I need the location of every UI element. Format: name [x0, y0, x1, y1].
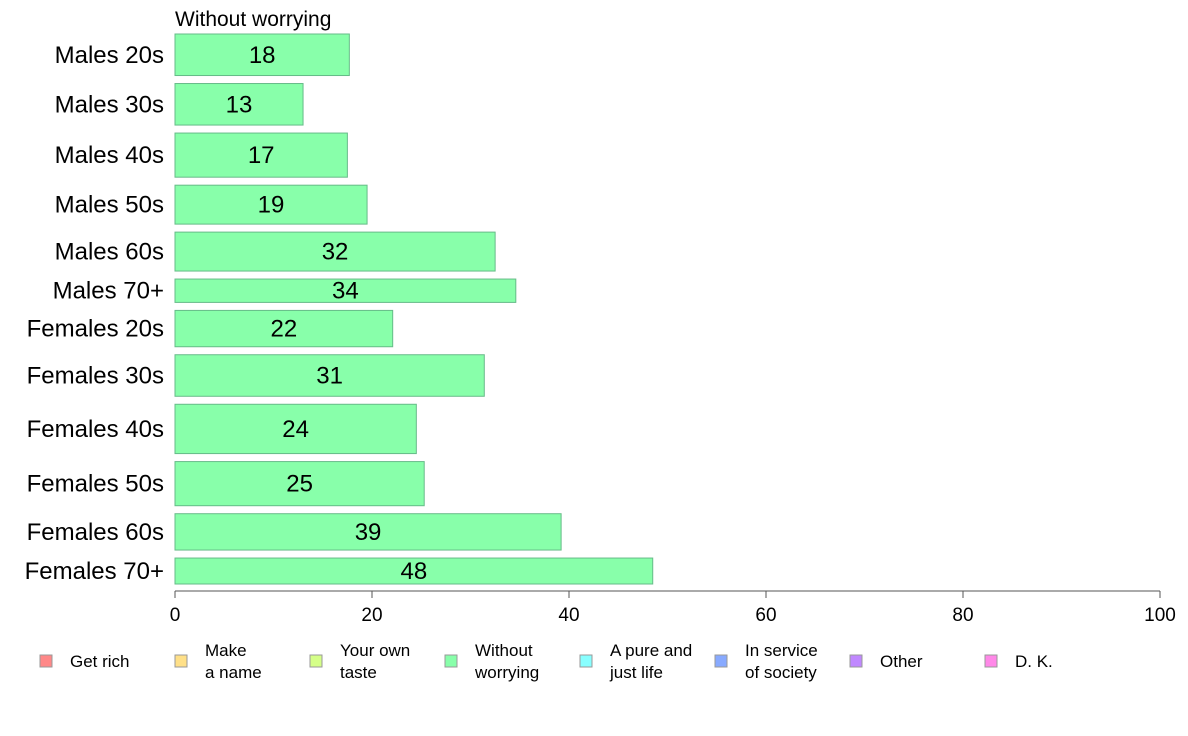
- category-label: Females 50s: [27, 471, 164, 498]
- legend-label: Make: [205, 641, 247, 660]
- x-tick-label: 40: [558, 605, 579, 626]
- legend-label: D. K.: [1015, 652, 1053, 671]
- legend-label: In service: [745, 641, 818, 660]
- category-label: Males 20s: [55, 42, 164, 69]
- x-tick-label: 20: [361, 605, 382, 626]
- x-tick-label: 80: [952, 605, 973, 626]
- bar-females-60s: [174, 513, 562, 551]
- category-label: Females 70+: [25, 558, 164, 585]
- legend-swatch: [39, 654, 53, 668]
- legend-swatch: [714, 654, 728, 668]
- legend-label: of society: [745, 663, 817, 682]
- category-label: Females 60s: [27, 519, 164, 546]
- bar-value-label: 13: [226, 91, 253, 118]
- category-label: Males 70+: [53, 278, 164, 305]
- legend-label: Your own: [340, 641, 410, 660]
- legend-swatch: [444, 654, 458, 668]
- x-tick-label: 100: [1144, 605, 1176, 626]
- legend-label: Get rich: [70, 652, 130, 671]
- category-labels: Males 20s Males 30s Males 40s Males 50s Male…: [25, 42, 164, 585]
- panel-title: Without worrying: [175, 8, 331, 31]
- bar-females-70-: [174, 557, 654, 585]
- category-label: Females 20s: [27, 316, 164, 343]
- legend-label: a name: [205, 663, 262, 682]
- legend-label: taste: [340, 663, 377, 682]
- bar-value-label: 32: [322, 239, 349, 266]
- bar-females-40s: [174, 403, 417, 455]
- legend-swatch: [579, 654, 593, 668]
- bar-value-label: 18: [249, 42, 276, 69]
- bar-value-label: 34: [332, 278, 359, 305]
- x-tick-label: 0: [170, 605, 181, 626]
- category-label: Females 30s: [27, 363, 164, 390]
- bar-females-30s: [174, 354, 485, 397]
- bars-group: [174, 33, 654, 585]
- bar-value-label: 17: [248, 142, 275, 169]
- bar-females-50s: [174, 461, 425, 507]
- legend-label: just life: [609, 663, 663, 682]
- bar-value-label: 22: [270, 316, 297, 343]
- legend-label: worrying: [474, 663, 539, 682]
- legend-swatch: [984, 654, 998, 668]
- legend-label: Without: [475, 641, 533, 660]
- category-label: Males 50s: [55, 192, 164, 219]
- category-label: Males 60s: [55, 239, 164, 266]
- legend-swatch: [174, 654, 188, 668]
- bar-value-label: 25: [286, 471, 313, 498]
- bar-value-label: 19: [258, 192, 285, 219]
- value-labels: 18 13 17 19 32 34 22 31 24 25 39 48: [226, 42, 428, 585]
- category-label: Females 40s: [27, 416, 164, 443]
- bar-males-40s: [174, 132, 348, 178]
- bar-value-label: 24: [282, 416, 309, 443]
- x-tick-label: 60: [755, 605, 776, 626]
- legend-swatch: [309, 654, 323, 668]
- bar-males-70-: [174, 278, 517, 303]
- x-axis: 0 20 40 60 80 100: [170, 590, 1176, 626]
- bar-males-60s: [174, 231, 496, 272]
- bar-value-label: 39: [355, 519, 382, 546]
- category-label: Males 40s: [55, 142, 164, 169]
- legend-swatch: [849, 654, 863, 668]
- legend-label: Other: [880, 652, 923, 671]
- bar-males-50s: [174, 184, 368, 225]
- bar-females-20s: [174, 309, 394, 348]
- bar-value-label: 31: [316, 363, 343, 390]
- bar-value-label: 48: [401, 558, 428, 585]
- legend-label: A pure and: [610, 641, 692, 660]
- bar-males-30s: [174, 83, 304, 126]
- legend: Get rich Make a name Your own taste Without wo…: [39, 641, 1053, 682]
- bar-males-20s: [174, 33, 350, 77]
- category-label: Males 30s: [55, 91, 164, 118]
